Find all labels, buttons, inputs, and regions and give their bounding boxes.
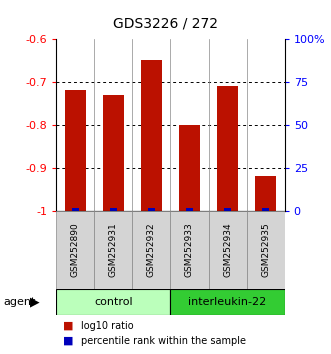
Text: GSM252935: GSM252935	[261, 222, 270, 277]
Text: ▶: ▶	[30, 295, 40, 308]
Text: GSM252932: GSM252932	[147, 222, 156, 277]
Text: GSM252934: GSM252934	[223, 222, 232, 277]
Bar	[148, 208, 155, 211]
Bar	[65, 91, 86, 211]
Bar	[255, 176, 276, 211]
Bar	[170, 289, 285, 315]
Text: control: control	[94, 297, 133, 307]
Bar	[56, 211, 94, 289]
Text: ■: ■	[63, 321, 73, 331]
Bar	[247, 211, 285, 289]
Bar	[262, 208, 269, 211]
Text: GSM252931: GSM252931	[109, 222, 118, 277]
Text: log10 ratio: log10 ratio	[81, 321, 134, 331]
Bar	[224, 208, 231, 211]
Text: ■: ■	[63, 336, 73, 346]
Text: percentile rank within the sample: percentile rank within the sample	[81, 336, 246, 346]
Text: GSM252933: GSM252933	[185, 222, 194, 277]
Text: agent: agent	[3, 297, 36, 307]
Bar	[217, 86, 238, 211]
Bar	[170, 211, 209, 289]
Bar	[94, 211, 132, 289]
Bar	[186, 208, 193, 211]
Bar	[71, 208, 79, 211]
Text: GSM252890: GSM252890	[71, 222, 80, 277]
Bar	[132, 211, 170, 289]
Bar	[179, 125, 200, 211]
Text: GDS3226 / 272: GDS3226 / 272	[113, 16, 218, 30]
Bar	[110, 208, 117, 211]
Text: interleukin-22: interleukin-22	[188, 297, 267, 307]
Bar	[141, 61, 162, 211]
Bar	[56, 289, 170, 315]
Bar	[103, 95, 124, 211]
Bar	[209, 211, 247, 289]
